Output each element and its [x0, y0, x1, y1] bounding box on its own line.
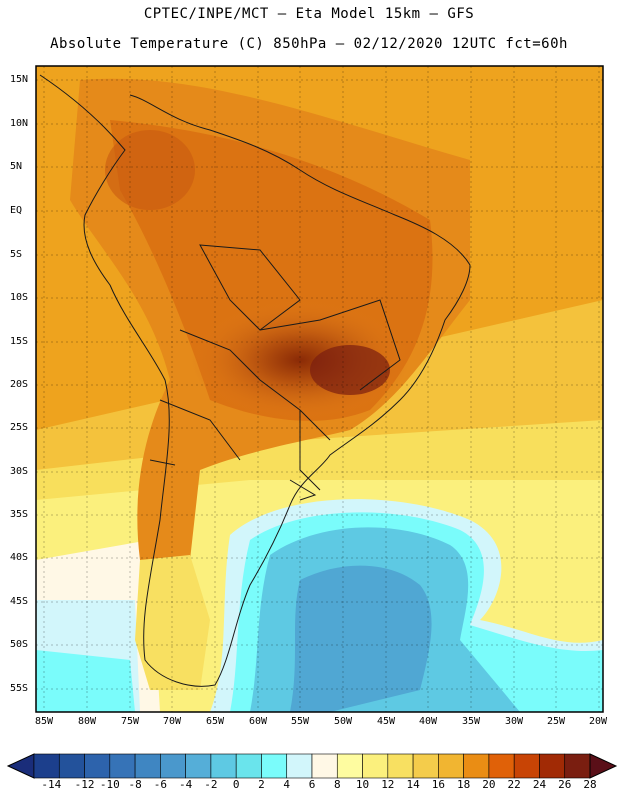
lat-tick-label: 10N	[10, 118, 29, 129]
lat-tick-label: 50S	[10, 639, 29, 650]
colorbar-tick-label: -2	[204, 778, 218, 791]
lon-tick-label: 85W	[34, 716, 54, 727]
lon-tick-label: 75W	[120, 716, 140, 727]
colorbar-tick-label: 22	[507, 778, 521, 791]
lon-tick-label: 70W	[162, 716, 182, 727]
colorbar-swatch	[336, 753, 363, 779]
colorbar-swatch	[109, 753, 136, 779]
colorbar-tick-label: -12	[74, 778, 95, 791]
lat-tick-label: 5N	[10, 161, 23, 172]
lon-tick-label: 65W	[205, 716, 225, 727]
lat-tick-label: 10S	[10, 292, 29, 303]
lon-tick-label: 35W	[461, 716, 481, 727]
colorbar-tick-label: -10	[99, 778, 120, 791]
colorbar-tick-label: 2	[258, 778, 265, 791]
colorbar-swatch	[84, 753, 111, 779]
colorbar-swatch	[286, 753, 313, 779]
colorbar-swatch	[235, 753, 262, 779]
lat-tick-label: EQ	[10, 205, 23, 216]
lat-tick-label: 45S	[10, 596, 29, 607]
lon-tick-label: 50W	[333, 716, 353, 727]
lon-tick-label: 25W	[546, 716, 566, 727]
colorbar-swatch	[463, 753, 490, 779]
lat-tick-label: 30S	[10, 466, 29, 477]
lon-tick-label: 40W	[418, 716, 438, 727]
colorbar-swatch	[513, 753, 540, 779]
colorbar-tick-label: 12	[381, 778, 395, 791]
colorbar-tick-label: 28	[583, 778, 597, 791]
colorbar-tick-label: -4	[179, 778, 193, 791]
colorbar-tick-label: -8	[128, 778, 142, 791]
lon-tick-label: 20W	[588, 716, 608, 727]
colorbar-tick-label: 6	[308, 778, 316, 791]
colorbar-swatch	[488, 753, 515, 779]
colorbar-tick-label: 0	[232, 778, 240, 791]
colorbar-tick-label: 8	[333, 778, 341, 791]
colorbar-tick-label: 10	[355, 778, 370, 791]
colorbar-swatch	[387, 753, 414, 779]
temperature-field	[36, 66, 603, 712]
colorbar-swatch	[438, 753, 464, 779]
colorbar-swatch	[564, 753, 591, 779]
lat-tick-label: 35S	[10, 509, 29, 520]
lon-tick-label: 55W	[290, 716, 310, 727]
coastlines	[39, 74, 471, 687]
lon-tick-label: 80W	[77, 716, 97, 727]
colorbar	[6, 753, 618, 779]
colorbar-swatch	[58, 753, 85, 779]
lon-tick-label: 45W	[376, 716, 396, 727]
lat-tick-label: 25S	[10, 422, 29, 433]
colorbar-tick-label: 14	[406, 778, 420, 791]
colorbar-tick-label: -6	[153, 778, 167, 791]
lon-tick-label: 60W	[248, 716, 268, 727]
colorbar-swatch	[261, 753, 288, 779]
temperature-map	[35, 65, 604, 713]
colorbar-swatch	[539, 753, 566, 779]
colorbar-swatch	[185, 753, 212, 779]
lat-tick-label: 15S	[10, 336, 29, 347]
lat-tick-label: 55S	[10, 683, 29, 694]
colorbar-tick-label: 26	[558, 778, 572, 791]
lon-tick-label: 30W	[504, 716, 524, 727]
lat-tick-label: 15N	[10, 74, 29, 85]
lat-tick-label: 5S	[10, 249, 23, 260]
colorbar-swatch	[160, 753, 186, 779]
lat-tick-label: 40S	[10, 552, 29, 563]
colorbar-swatch	[33, 753, 60, 779]
colorbar-tick-label: -14	[41, 778, 62, 791]
colorbar-min-arrow	[6, 753, 35, 779]
chart-title-line2: Absolute Temperature (C) 850hPa – 02/12/…	[50, 36, 568, 52]
lat-tick-label: 20S	[10, 379, 29, 390]
colorbar-tick-label: 4	[283, 778, 291, 791]
colorbar-tick-label: 18	[457, 778, 471, 791]
colorbar-swatch	[210, 753, 237, 779]
chart-title-line1: CPTEC/INPE/MCT – Eta Model 15km – GFS	[143, 6, 475, 22]
colorbar-swatch	[311, 753, 338, 779]
colorbar-swatch	[412, 753, 439, 779]
colorbar-max-arrow	[589, 753, 618, 779]
colorbar-swatch	[362, 753, 389, 779]
colorbar-tick-label: 20	[482, 778, 496, 791]
colorbar-tick-label: 16	[431, 778, 445, 791]
colorbar-swatch	[134, 753, 161, 779]
map-frame	[35, 65, 604, 713]
colorbar-tick-label: 24	[532, 778, 547, 791]
